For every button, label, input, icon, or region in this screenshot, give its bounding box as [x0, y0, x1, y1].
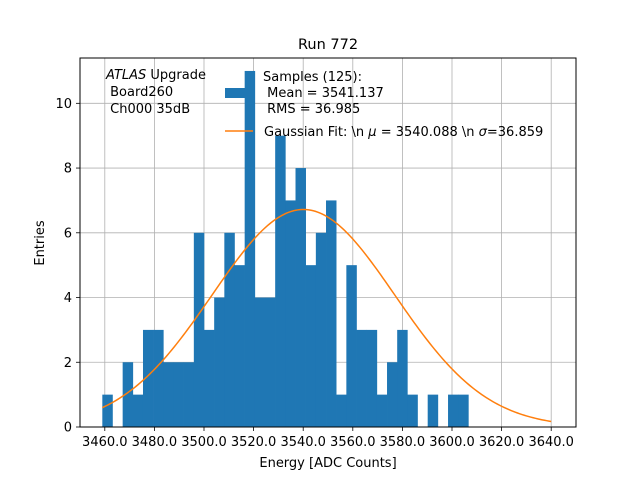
histogram-bar [387, 362, 398, 427]
legend-fit-end: =36.859 [487, 125, 543, 140]
histogram-bar [183, 362, 195, 427]
x-tick-label: 3600.0 [429, 435, 475, 450]
histogram-bar [356, 329, 367, 427]
y-tick-label: 4 [64, 291, 72, 306]
y-tick-label: 0 [64, 421, 72, 436]
legend-hist-line-1: Samples (125): [263, 70, 362, 85]
histogram-bar [142, 329, 154, 427]
atlas-annotation: ATLAS Upgrade Board260 Ch000 35dB [105, 68, 206, 117]
legend-fit-label: Gaussian Fit: \n μ = 3540.088 \n σ=36.85… [264, 125, 543, 140]
y-tick-label: 8 [64, 162, 72, 177]
histogram-bar [244, 70, 256, 428]
histogram-bar [234, 265, 245, 427]
annotation-atlas: ATLAS [105, 68, 146, 83]
annotation-line-1: ATLAS Upgrade [105, 68, 206, 83]
histogram-bar [376, 394, 388, 427]
histogram-bar [122, 362, 134, 427]
legend-fit-sigma: σ [479, 125, 488, 140]
histogram-bar [346, 265, 357, 427]
y-tick-label: 2 [64, 356, 72, 371]
histogram-bars [102, 70, 469, 428]
x-tick-label: 3480.0 [132, 435, 178, 450]
histogram-bar [448, 394, 459, 427]
histogram-bar [366, 329, 378, 427]
gaussian-fit-curve [101, 208, 552, 423]
histogram-bar [305, 265, 317, 427]
chart-title: Run 772 [298, 37, 358, 53]
histogram-bar [193, 232, 205, 427]
x-tick-label: 3520.0 [231, 435, 277, 450]
legend-hist-line-3: RMS = 36.985 [263, 102, 360, 117]
histogram-bar [102, 394, 113, 427]
histogram-bar [315, 232, 327, 427]
histogram-bar [285, 200, 296, 427]
legend-hist-swatch [225, 88, 253, 98]
x-tick-label: 3620.0 [479, 435, 525, 450]
legend-fit-mu: μ [367, 125, 376, 140]
annotation-line-3: Ch000 35dB [106, 102, 190, 117]
histogram-bar [265, 297, 276, 427]
x-tick-label: 3540.0 [280, 435, 326, 450]
legend-hist-line-2: Mean = 3541.137 [263, 86, 384, 101]
x-tick-label: 3560.0 [330, 435, 376, 450]
histogram-bar [295, 168, 306, 428]
y-axis-ticks: 0 2 4 6 8 10 [55, 97, 80, 436]
histogram-bar [458, 394, 469, 427]
y-tick-label: 6 [64, 226, 72, 241]
x-tick-label: 3580.0 [380, 435, 426, 450]
histogram-bar [132, 394, 144, 427]
legend-fit-mid: = 3540.088 \n [377, 125, 479, 140]
histogram-bar [275, 135, 286, 427]
annotation-line-2: Board260 [106, 85, 173, 100]
histogram-bar [214, 297, 225, 427]
plot-frame [79, 57, 577, 428]
x-tick-label: 3500.0 [181, 435, 227, 450]
x-tick-label: 3460.0 [82, 435, 128, 450]
histogram-bar [397, 329, 408, 427]
x-axis-ticks: 3460.0 3480.0 3500.0 3520.0 3540.0 3560.0 3580… [82, 427, 574, 450]
histogram-bar [153, 329, 164, 427]
histogram-bar [224, 232, 235, 427]
x-tick-label: 3640.0 [528, 435, 574, 450]
legend: Samples (125): Mean = 3541.137 RMS = 36.… [225, 70, 543, 140]
histogram-bar [407, 394, 418, 427]
histogram-bar [173, 362, 184, 427]
legend-fit-prefix: Gaussian Fit: \n [264, 125, 368, 140]
histogram-bar [163, 362, 174, 427]
y-tick-label: 10 [55, 97, 72, 112]
annotation-upgrade: Upgrade [146, 68, 206, 83]
histogram-bar [326, 200, 337, 427]
y-axis-label: Entries [33, 220, 48, 266]
histogram-bar [204, 329, 215, 427]
x-axis-label: Energy [ADC Counts] [259, 456, 396, 471]
histogram-bar [336, 394, 347, 427]
histogram-bar [254, 297, 266, 427]
histogram-bar [427, 394, 439, 427]
